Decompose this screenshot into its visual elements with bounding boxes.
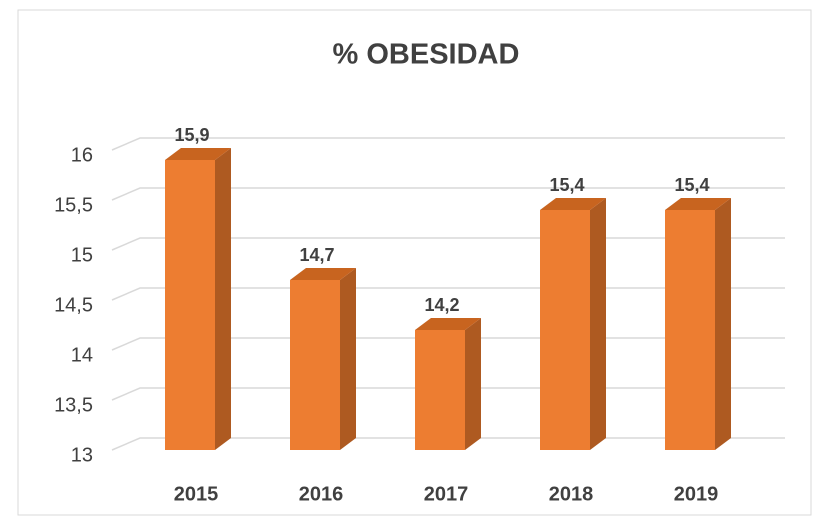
grid-line — [111, 137, 785, 151]
bar-top — [540, 198, 606, 210]
x-tick-label: 2015 — [174, 483, 219, 505]
x-tick-label: 2018 — [549, 483, 594, 505]
data-label: 15,9 — [174, 125, 209, 145]
y-tick-label: 13,5 — [54, 394, 93, 416]
y-tick-label: 14 — [71, 344, 93, 366]
bar-top — [290, 268, 356, 280]
bar-side — [590, 198, 606, 450]
grid-line — [111, 187, 785, 201]
bar-side — [215, 148, 231, 450]
bar — [665, 210, 715, 450]
data-label: 14,7 — [299, 245, 334, 265]
chart-title: % OBESIDAD — [333, 39, 520, 71]
bar — [415, 330, 465, 450]
bar-top — [665, 198, 731, 210]
bar-top — [415, 318, 481, 330]
data-label: 14,2 — [424, 295, 459, 315]
y-tick-label: 16 — [71, 144, 93, 166]
y-tick-label: 14,5 — [54, 294, 93, 316]
bar-side — [340, 268, 356, 450]
y-tick-label: 13 — [71, 444, 93, 466]
bar-top — [165, 148, 231, 160]
y-tick-label: 15,5 — [54, 194, 93, 216]
y-tick-label: 15 — [71, 244, 93, 266]
bar — [165, 160, 215, 450]
bar — [540, 210, 590, 450]
x-tick-label: 2017 — [424, 483, 469, 505]
bar-side — [715, 198, 731, 450]
x-tick-label: 2016 — [299, 483, 344, 505]
bar-side — [465, 318, 481, 450]
data-label: 15,4 — [549, 175, 584, 195]
data-label: 15,4 — [674, 175, 709, 195]
bar — [290, 280, 340, 450]
x-tick-label: 2019 — [674, 483, 719, 505]
